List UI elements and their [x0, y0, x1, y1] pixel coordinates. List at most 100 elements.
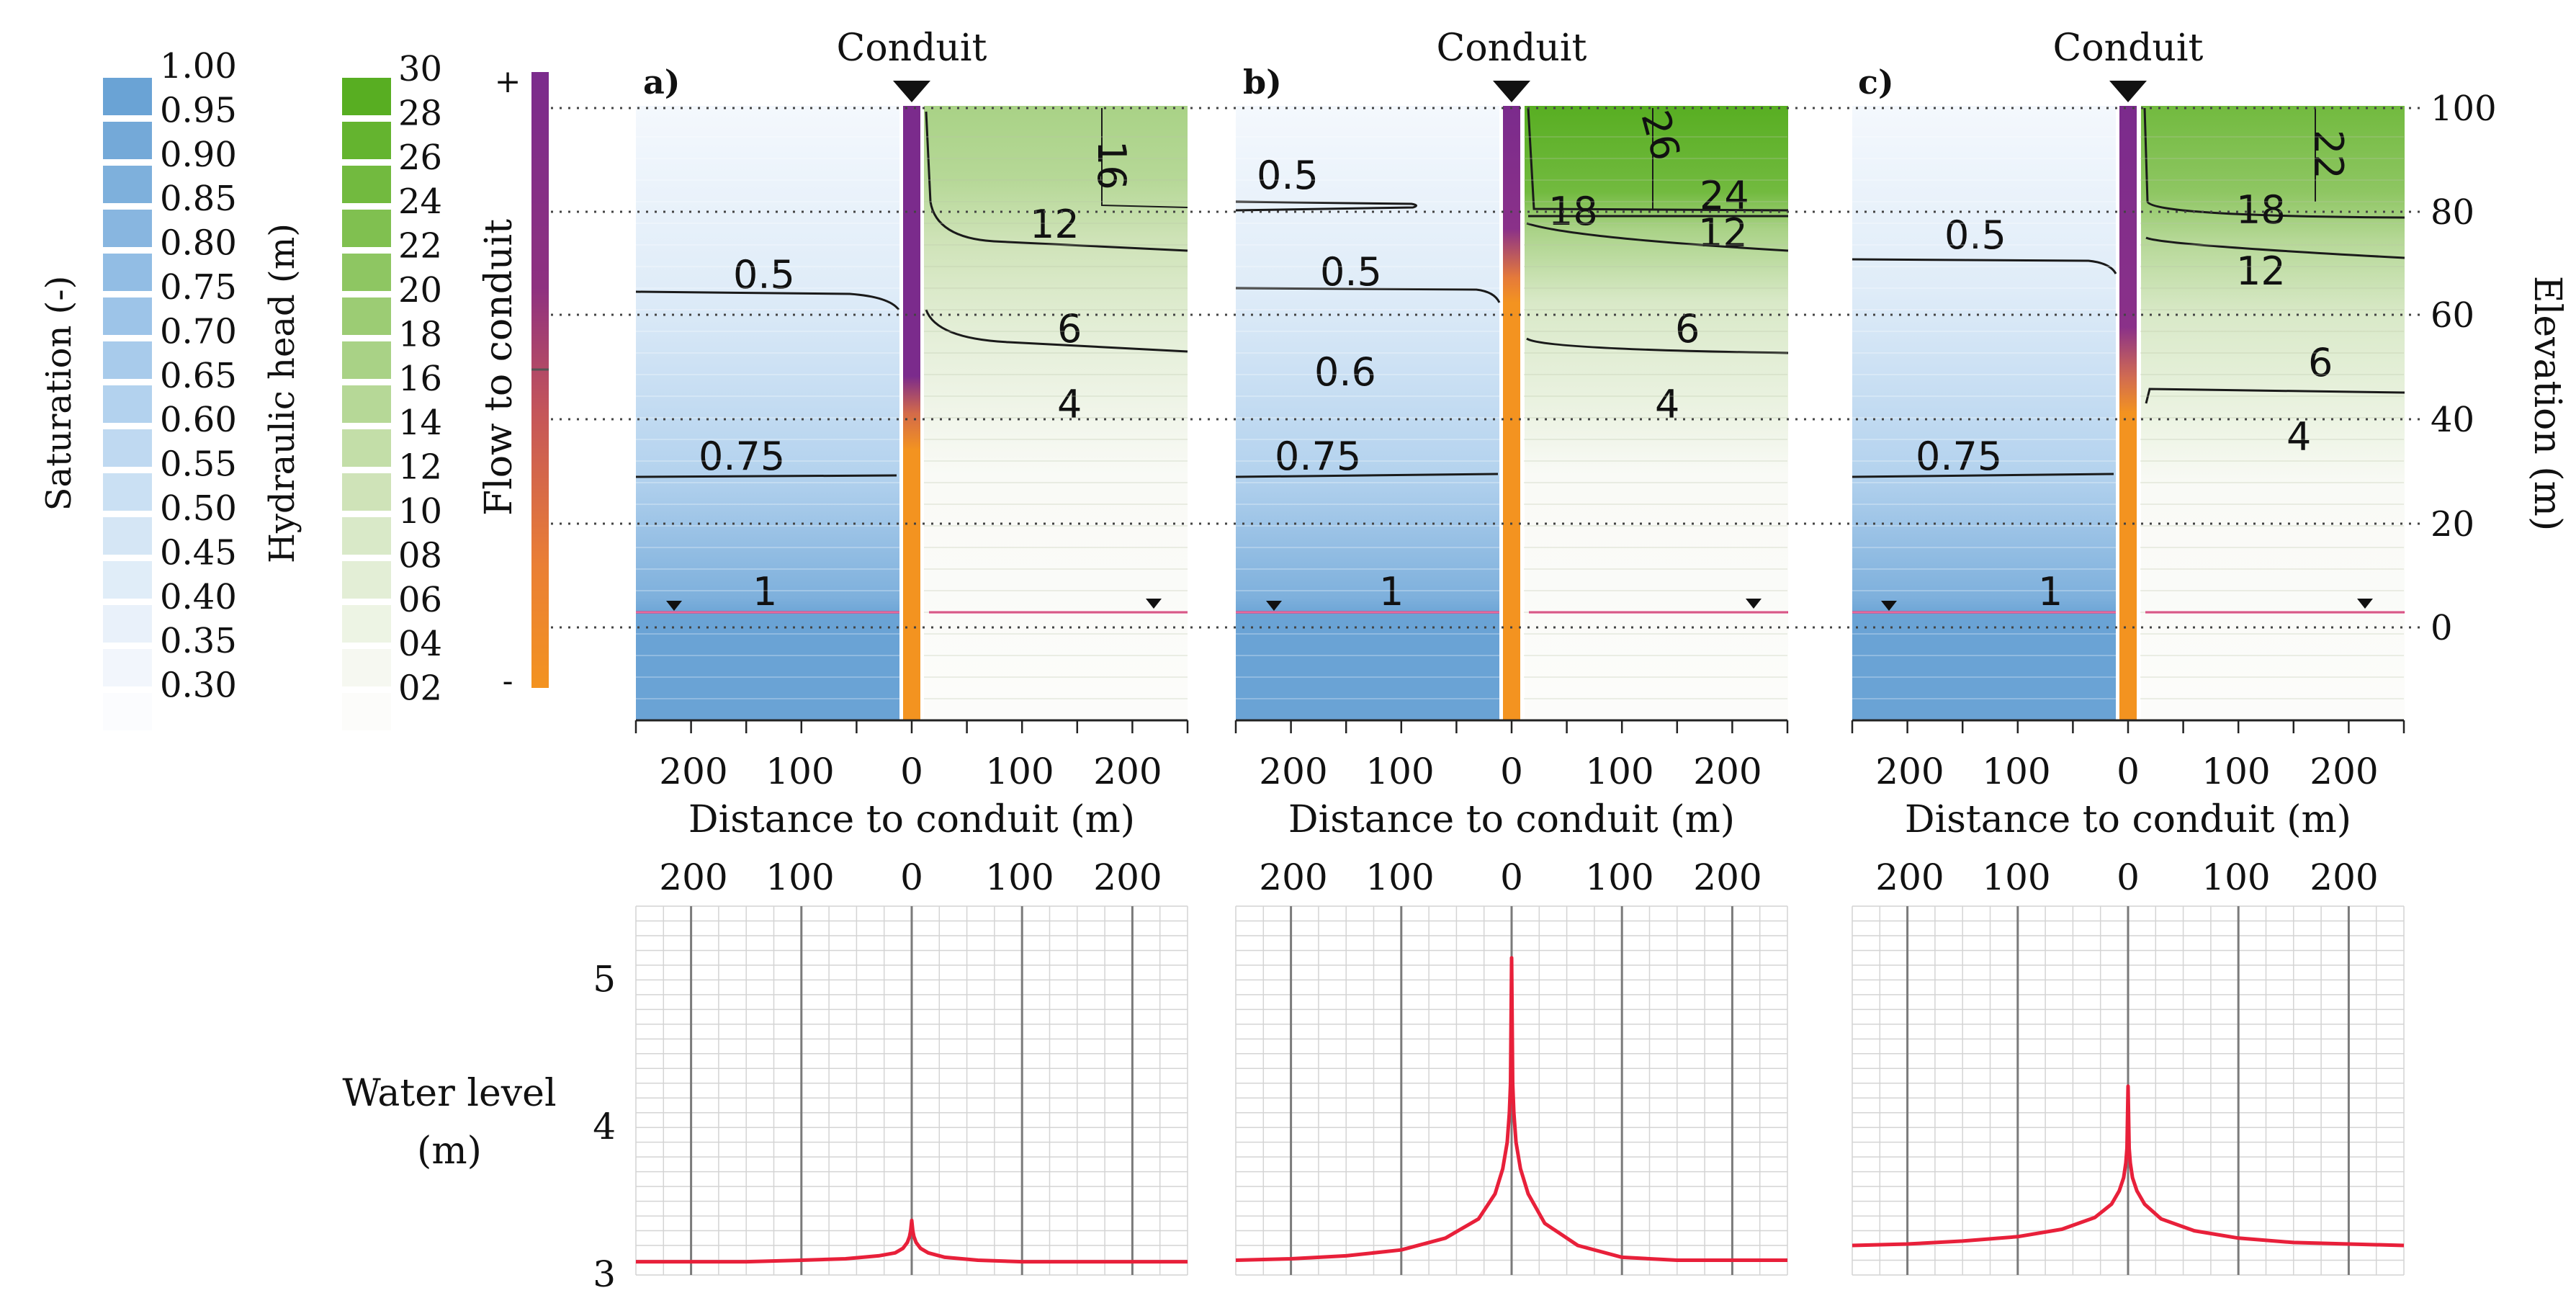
distance-tick-label: 100 [985, 751, 1054, 792]
contour-label: 12 [2236, 249, 2286, 294]
distance-tick-label: 200 [1875, 751, 1944, 792]
water-level-series-line [1852, 1084, 2405, 1248]
contour-label: 6 [1057, 306, 1082, 352]
distance-tick-label: 100 [766, 751, 834, 792]
elevation-axis-title: Elevation (m) [2526, 276, 2569, 531]
saturation-swatch [103, 210, 152, 247]
head-tick-label: 26 [398, 138, 442, 178]
panel-label: a) [643, 63, 681, 102]
saturation-tick-label: 0.60 [160, 400, 237, 440]
contour-label: 4 [1057, 382, 1082, 427]
water-level-tick-label: 5 [593, 958, 616, 1000]
saturation-tick-label: 1.00 [160, 46, 237, 86]
saturation-swatch [103, 517, 152, 555]
saturation-tick-label: 0.80 [160, 223, 237, 264]
contour-sat-0.75 [1852, 473, 2114, 478]
flow-legend-title: Flow to conduit [477, 219, 521, 516]
saturation-tick-label: 0.70 [160, 311, 237, 352]
distance-tick-label: 200 [1093, 751, 1162, 792]
saturation-tick-label: 0.65 [160, 356, 237, 396]
head-swatch [342, 166, 391, 203]
conduit-marker-icon [893, 81, 930, 102]
saturation-swatch [103, 649, 152, 686]
saturation-tick-label: 0.85 [160, 179, 237, 219]
water-table-marker-icon [1146, 599, 1162, 609]
head-tick-label: 02 [398, 668, 442, 709]
contour-label: 6 [1675, 306, 1700, 352]
contour-sat-0.5 [1852, 258, 2117, 274]
contour-label: 12 [1030, 202, 1080, 247]
contour-label: 0.75 [699, 434, 785, 479]
water-level-x-tick-label: 0 [1500, 856, 1523, 898]
saturation-swatch [103, 297, 152, 335]
contour-label: 22 [2306, 130, 2351, 179]
flow-legend-bar [531, 72, 549, 688]
elevation-tick-label: 80 [2431, 192, 2474, 233]
conduit-label: Conduit [2053, 27, 2204, 70]
water-level-tick-label: 3 [593, 1253, 616, 1295]
contour-label: 0.5 [1320, 249, 1382, 295]
head-field [924, 106, 1188, 720]
conduit-marker-icon [1493, 81, 1530, 102]
contour-label: 0.75 [1275, 434, 1361, 479]
contours [1235, 107, 1789, 478]
head-tick-label: 24 [398, 182, 442, 222]
water-table-marker-icon [1746, 599, 1762, 609]
saturation-swatch [103, 473, 152, 511]
conduit-marker-icon [2109, 81, 2147, 102]
contours [635, 108, 1188, 478]
conduit-label: Conduit [837, 27, 987, 70]
distance-tick-label: 200 [659, 751, 727, 792]
contour-label: 4 [2286, 414, 2311, 460]
flow-legend-plus: + [495, 63, 521, 100]
water-table-marker-icon [2357, 599, 2373, 609]
water-level-x-axis: 200 100 0 100 200 [1875, 856, 2378, 898]
head-tick-label: 28 [398, 93, 442, 133]
water-table-marker-icon [666, 601, 682, 611]
head-tick-label: 06 [398, 580, 442, 620]
distance-tick-label: 0 [2117, 751, 2140, 792]
water-level-x-tick-label: 100 [2202, 856, 2270, 898]
contour-label: 1 [753, 569, 777, 614]
saturation-tick-labels: 1.000.95 0.900.850.800.750.700.650.600.55… [160, 46, 237, 706]
distance-tick-label: 100 [1585, 751, 1653, 792]
contour-label: 16 [1089, 140, 1134, 190]
panel-b: Conduit b) 0.5 0.5 0.6 0.75 1 26 24 18 1… [1234, 27, 1789, 841]
contour-label: 18 [1548, 189, 1598, 234]
head-swatch [342, 254, 391, 291]
water-level-title-line1: Water level [342, 1072, 556, 1115]
saturation-field [636, 106, 899, 720]
distance-tick-label: 200 [2310, 751, 2378, 792]
saturation-swatch [103, 166, 152, 203]
head-swatch [342, 385, 391, 423]
contour-head-18 [2143, 107, 2405, 219]
head-tick-label: 08 [398, 535, 442, 576]
water-level-x-tick-label: 100 [766, 856, 834, 898]
water-level-x-axis: 200 100 0 100 200 [659, 856, 1162, 898]
conduit-bar [903, 106, 920, 720]
water-level-series-line [1235, 956, 1787, 1262]
saturation-swatch [103, 605, 152, 643]
water-table-marker-icon [1266, 601, 1282, 611]
saturation-swatch [103, 429, 152, 467]
head-swatch [342, 605, 391, 643]
saturation-tick-label: 0.45 [160, 532, 237, 573]
head-tick-label: 30 [398, 49, 442, 89]
water-level-x-tick-label: 200 [659, 856, 727, 898]
elevation-tick-label: 100 [2431, 89, 2497, 129]
head-swatch [342, 341, 391, 379]
saturation-tick-label: 0.40 [160, 577, 237, 617]
saturation-swatch [103, 385, 152, 423]
head-swatch [342, 78, 391, 115]
water-level-x-tick-label: 100 [1365, 856, 1434, 898]
contour-sat-0.5 [635, 290, 900, 310]
distance-tick-label: 100 [1365, 751, 1434, 792]
water-level-x-axis: 200 100 0 100 200 [1259, 856, 1762, 898]
water-level-y-ticks: 5 4 3 [593, 958, 616, 1295]
contour-label: 0.5 [1944, 212, 2006, 258]
panel-label: c) [1858, 63, 1894, 102]
saturation-tick-label: 0.55 [160, 444, 237, 485]
water-level-x-tick-label: 100 [985, 856, 1054, 898]
saturation-tick-label: 0.30 [160, 666, 237, 706]
